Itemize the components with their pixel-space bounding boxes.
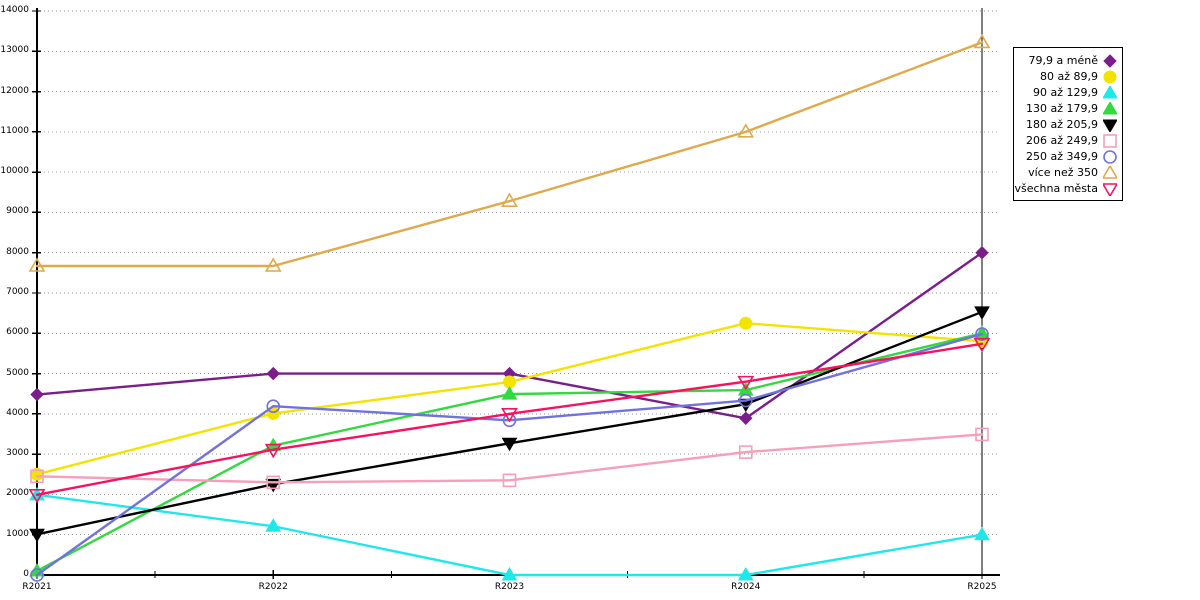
legend-item[interactable]: 90 až 129,9: [1019, 84, 1118, 100]
x-tick-label: R2024: [731, 582, 761, 592]
legend-item-label: 250 až 349,9: [1026, 149, 1098, 163]
series-group: [28, 33, 991, 582]
plot-area: 0 1000 2000 3000 4000 5000 6000 7000 8000 9000 100…: [0, 5, 1000, 592]
y-tick-label: 8000: [6, 246, 29, 257]
y-tick-label: 7000: [6, 287, 29, 297]
y-tick-label: 9000: [6, 206, 29, 217]
legend-item-label: 80 až 89,9: [1040, 69, 1098, 83]
legend-item[interactable]: 250 až 349,9: [1019, 148, 1117, 164]
gridlines: [40, 10, 1000, 536]
legend-item-label: 206 až 249,9: [1026, 133, 1098, 147]
y-tick-label: 5000: [6, 367, 29, 378]
series-5: [30, 427, 989, 490]
legend-item-label: 79,9 a méně: [1028, 53, 1098, 67]
x-tick-label: R2023: [494, 582, 525, 592]
legend-item-label: více než 350: [1028, 165, 1098, 179]
legend-marker-triangle-up-filled-icon: [1102, 85, 1118, 99]
legend-item[interactable]: 79,9 a méně: [1019, 52, 1117, 68]
x-tick-label: R2022: [258, 582, 288, 592]
legend-marker-square-open-icon: [1103, 133, 1117, 148]
legend-item[interactable]: všechna města: [1014, 180, 1119, 198]
x-tick-label: R2021: [22, 582, 52, 592]
y-tick-label: 11000: [0, 125, 29, 136]
legend-marker-circle-filled-icon: [1103, 69, 1117, 84]
y-tick-label: 3000: [6, 448, 29, 459]
y-tick-label: 10000: [0, 166, 29, 177]
series-8: [28, 337, 991, 504]
chart-legend: 79,9 a méně 80 až 89,9 90 až 129,9 130 až 1…: [1013, 47, 1123, 201]
y-tick-label: 1000: [6, 528, 29, 539]
x-tick-label: R2025: [967, 582, 997, 592]
legend-item-label: 90 až 129,9: [1033, 85, 1098, 99]
series-4: [29, 306, 990, 543]
legend-marker-triangle-down-open-icon: [1101, 181, 1119, 198]
legend-item-label: 130 až 179,9: [1026, 101, 1098, 115]
y-tick-label: 12000: [0, 85, 29, 96]
line-chart-svg: [28, 8, 1000, 582]
legend-item[interactable]: více než 350: [1019, 164, 1119, 180]
y-tick-label: 13000: [0, 45, 29, 56]
legend-marker-triangle-down-filled-icon: [1102, 117, 1118, 133]
y-tick-label: 2000: [6, 488, 29, 499]
y-tick-label: 14000: [0, 5, 29, 15]
legend-item[interactable]: 130 až 179,9: [1019, 100, 1118, 116]
series-2: [29, 486, 990, 581]
legend-item-label: všechna města: [1014, 181, 1098, 195]
legend-marker-triangle-up-open-icon: [1101, 164, 1119, 179]
y-tick-label: 0: [23, 569, 29, 579]
legend-item[interactable]: 80 až 89,9: [1019, 68, 1117, 84]
series-7: [28, 33, 991, 272]
y-tick-label: 4000: [6, 407, 29, 418]
legend-item-label: 180 až 205,9: [1026, 117, 1098, 131]
y-tick-label: 6000: [6, 327, 29, 338]
legend-item[interactable]: 206 až 249,9: [1019, 132, 1117, 148]
legend-marker-triangle-up-filled-icon: [1102, 101, 1118, 115]
legend-marker-diamond-filled-icon: [1103, 53, 1117, 68]
series-0: [30, 246, 989, 425]
legend-marker-circle-open-icon: [1103, 149, 1117, 164]
legend-item[interactable]: 180 až 205,9: [1019, 116, 1118, 133]
